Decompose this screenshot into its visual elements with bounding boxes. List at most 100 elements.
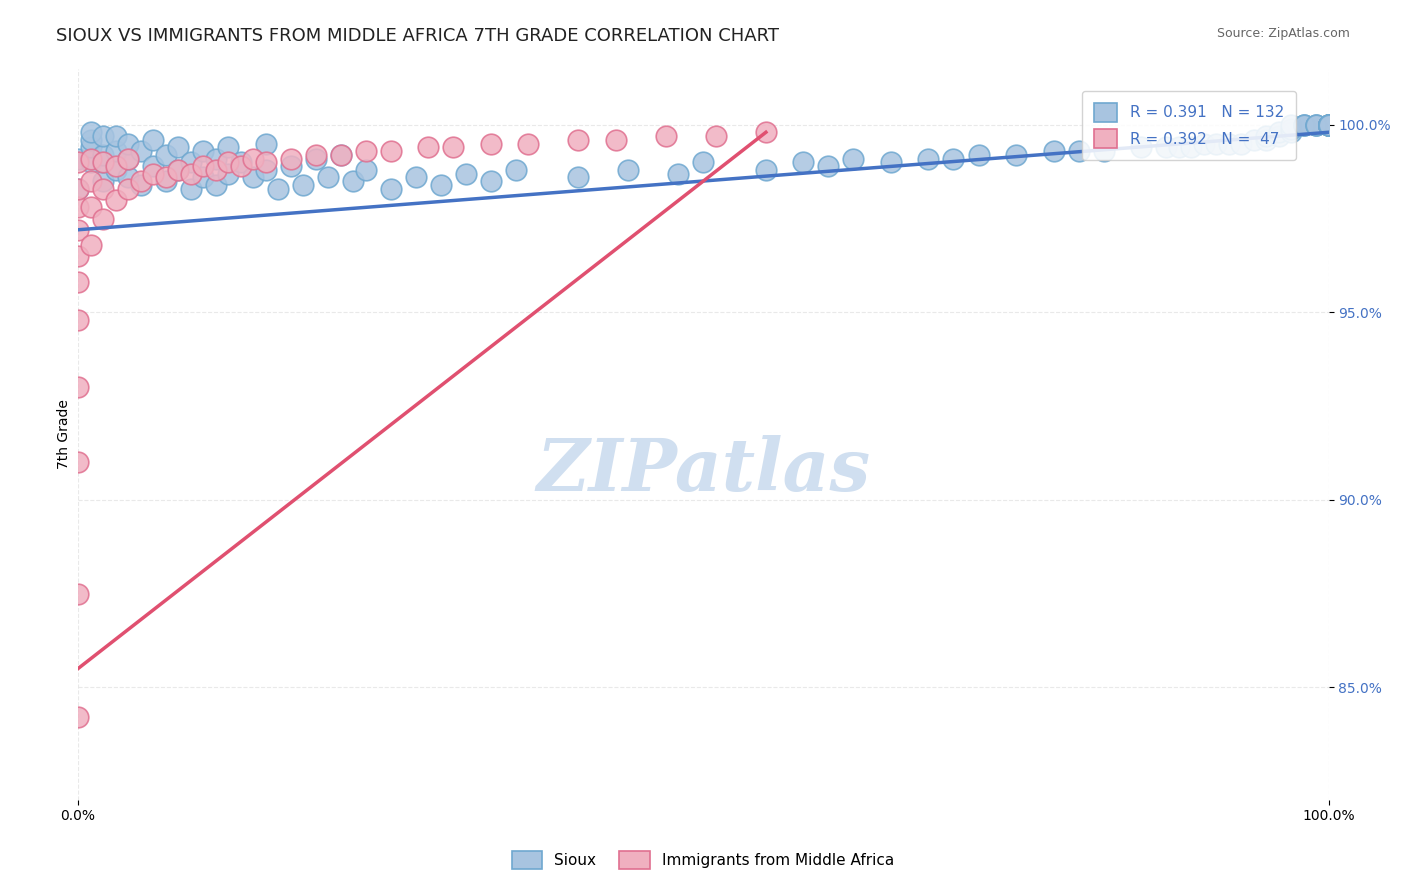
- Point: [204, 162, 226, 177]
- Point: [1317, 118, 1340, 132]
- Point: [129, 144, 152, 158]
- Point: [704, 128, 727, 143]
- Point: [280, 159, 302, 173]
- Point: [1317, 118, 1340, 132]
- Point: [155, 170, 177, 185]
- Point: [180, 181, 202, 195]
- Point: [1317, 118, 1340, 132]
- Point: [567, 170, 589, 185]
- Point: [1317, 118, 1340, 132]
- Point: [129, 178, 152, 192]
- Point: [155, 148, 177, 162]
- Point: [1317, 118, 1340, 132]
- Point: [1067, 144, 1090, 158]
- Point: [1205, 136, 1227, 151]
- Point: [91, 155, 114, 169]
- Point: [1005, 148, 1028, 162]
- Point: [193, 159, 215, 173]
- Point: [1192, 136, 1215, 151]
- Point: [354, 144, 377, 158]
- Point: [280, 152, 302, 166]
- Point: [180, 155, 202, 169]
- Text: Source: ZipAtlas.com: Source: ZipAtlas.com: [1216, 27, 1350, 40]
- Point: [1317, 118, 1340, 132]
- Point: [1292, 118, 1315, 132]
- Point: [1042, 144, 1064, 158]
- Point: [617, 162, 640, 177]
- Legend: R = 0.391   N = 132, R = 0.392   N =  47: R = 0.391 N = 132, R = 0.392 N = 47: [1083, 91, 1296, 161]
- Point: [1317, 118, 1340, 132]
- Point: [67, 181, 90, 195]
- Point: [79, 140, 101, 154]
- Point: [880, 155, 903, 169]
- Point: [204, 178, 226, 192]
- Point: [1256, 128, 1278, 143]
- Point: [67, 152, 90, 166]
- Point: [1317, 118, 1340, 132]
- Point: [267, 181, 290, 195]
- Point: [117, 181, 139, 195]
- Point: [1317, 118, 1340, 132]
- Point: [1305, 118, 1327, 132]
- Point: [1317, 118, 1340, 132]
- Point: [1130, 140, 1153, 154]
- Point: [91, 155, 114, 169]
- Point: [1317, 118, 1340, 132]
- Point: [67, 223, 90, 237]
- Point: [666, 167, 689, 181]
- Point: [104, 144, 127, 158]
- Point: [842, 152, 865, 166]
- Point: [79, 237, 101, 252]
- Point: [217, 155, 239, 169]
- Point: [655, 128, 678, 143]
- Point: [505, 162, 527, 177]
- Point: [1317, 118, 1340, 132]
- Point: [91, 211, 114, 226]
- Point: [917, 152, 939, 166]
- Point: [418, 140, 440, 154]
- Point: [1317, 118, 1340, 132]
- Point: [1317, 118, 1340, 132]
- Point: [1279, 121, 1302, 136]
- Point: [254, 136, 277, 151]
- Point: [242, 152, 264, 166]
- Point: [79, 155, 101, 169]
- Point: [79, 133, 101, 147]
- Point: [67, 455, 90, 469]
- Point: [692, 155, 714, 169]
- Point: [67, 249, 90, 263]
- Point: [1218, 136, 1240, 151]
- Point: [67, 312, 90, 326]
- Point: [91, 128, 114, 143]
- Point: [1256, 133, 1278, 147]
- Point: [1292, 118, 1315, 132]
- Point: [217, 140, 239, 154]
- Point: [441, 140, 464, 154]
- Point: [229, 159, 252, 173]
- Point: [1317, 118, 1340, 132]
- Point: [67, 710, 90, 724]
- Point: [567, 133, 589, 147]
- Point: [1317, 118, 1340, 132]
- Point: [967, 148, 990, 162]
- Point: [305, 148, 328, 162]
- Point: [180, 167, 202, 181]
- Point: [479, 136, 502, 151]
- Point: [329, 148, 352, 162]
- Point: [91, 148, 114, 162]
- Point: [1243, 133, 1265, 147]
- Point: [305, 152, 328, 166]
- Point: [91, 174, 114, 188]
- Point: [254, 162, 277, 177]
- Point: [142, 159, 165, 173]
- Point: [67, 586, 90, 600]
- Point: [167, 162, 190, 177]
- Point: [755, 162, 778, 177]
- Point: [429, 178, 451, 192]
- Legend: Sioux, Immigrants from Middle Africa: Sioux, Immigrants from Middle Africa: [506, 845, 900, 875]
- Point: [1305, 118, 1327, 132]
- Point: [104, 162, 127, 177]
- Point: [1317, 118, 1340, 132]
- Point: [1317, 118, 1340, 132]
- Point: [454, 167, 477, 181]
